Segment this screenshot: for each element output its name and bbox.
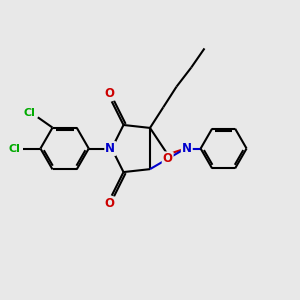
Text: N: N xyxy=(105,142,115,155)
Text: O: O xyxy=(104,197,114,210)
Text: O: O xyxy=(163,152,173,165)
Text: N: N xyxy=(182,142,192,155)
Text: Cl: Cl xyxy=(8,143,20,154)
Text: Cl: Cl xyxy=(23,108,35,118)
Text: O: O xyxy=(104,87,114,100)
